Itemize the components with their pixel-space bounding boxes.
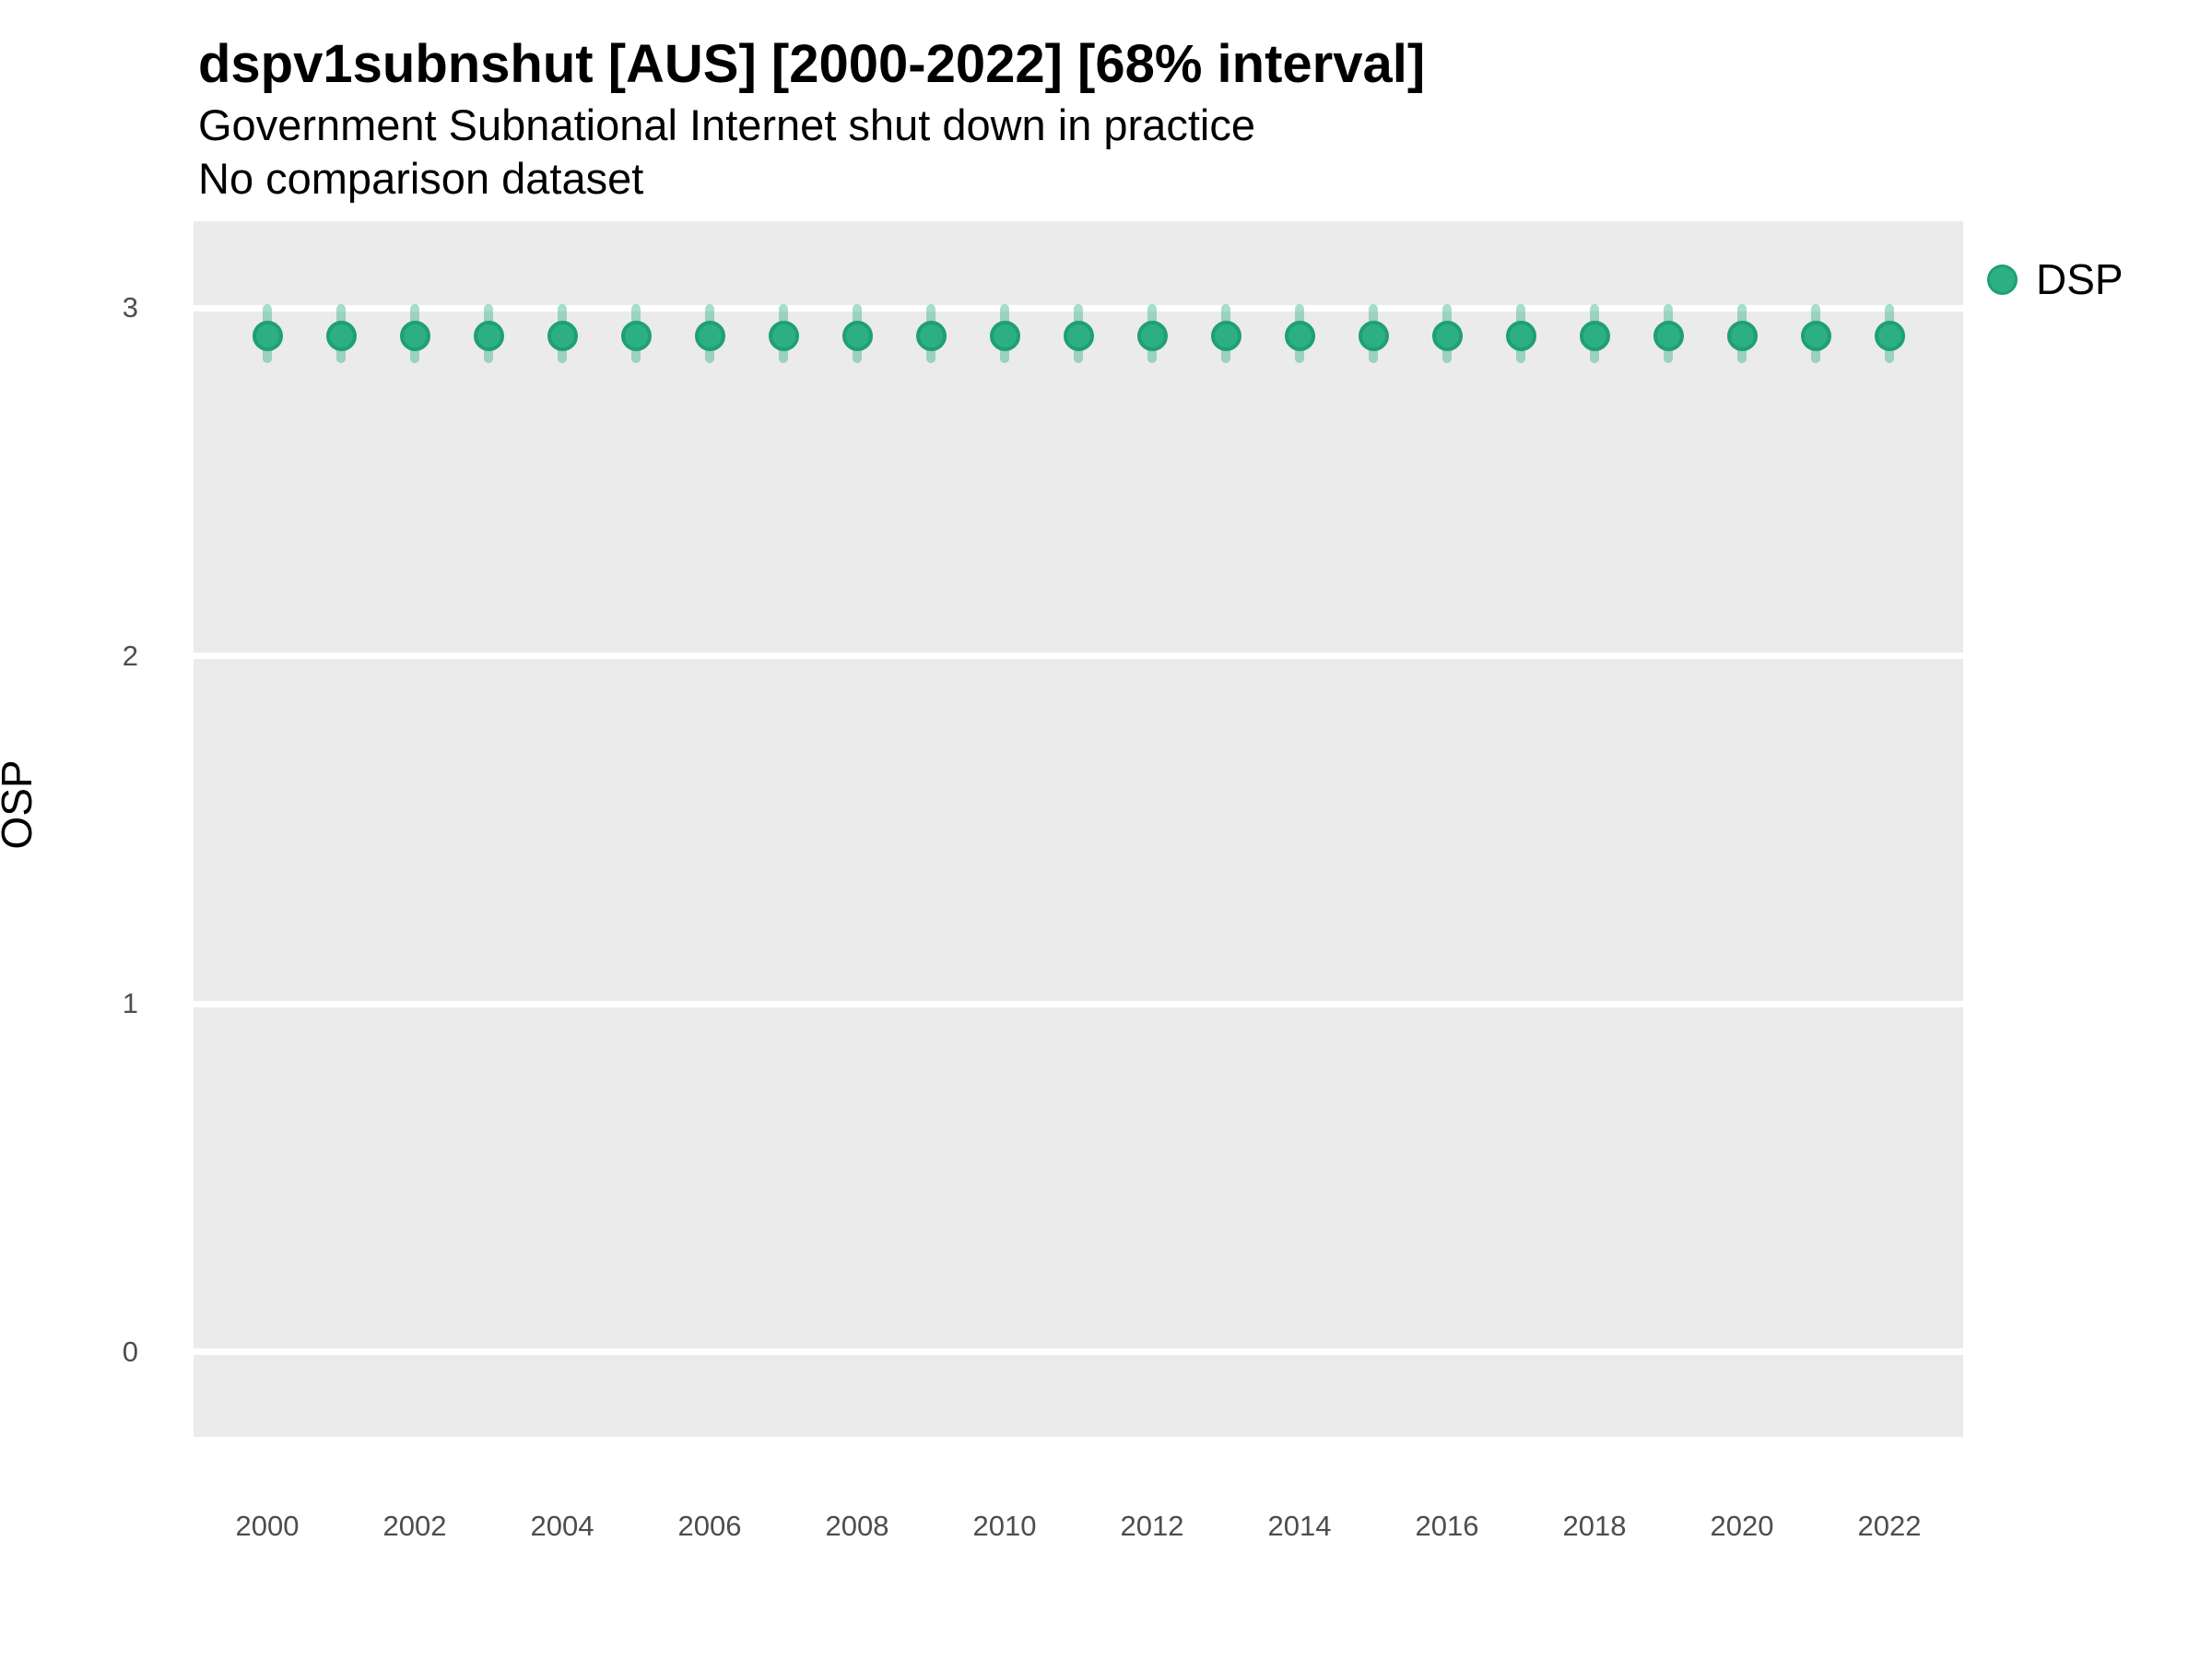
point-estimate-2003 — [473, 320, 504, 351]
point-estimate-2012 — [1136, 320, 1168, 351]
gridline-y-3 — [194, 304, 1963, 312]
legend-label-dsp: DSP — [2036, 255, 2124, 303]
x-tick-label-2022: 2022 — [1857, 1510, 1922, 1542]
legend: DSP — [1987, 254, 2124, 304]
point-estimate-2018 — [1579, 320, 1610, 351]
point-estimate-2015 — [1358, 320, 1389, 351]
x-tick-label-2014: 2014 — [1267, 1510, 1332, 1542]
x-tick-label-2000: 2000 — [235, 1510, 300, 1542]
point-estimate-2002 — [399, 320, 430, 351]
y-tick-label-2: 2 — [122, 639, 138, 672]
point-estimate-2007 — [768, 320, 799, 351]
point-estimate-2022 — [1874, 320, 1905, 351]
point-estimate-2016 — [1431, 320, 1463, 351]
x-tick-label-2012: 2012 — [1120, 1510, 1184, 1542]
gridline-y-0 — [194, 1348, 1963, 1355]
gridline-y-1 — [194, 1000, 1963, 1007]
x-tick-label-2008: 2008 — [825, 1510, 889, 1542]
chart-subtitle: Government Subnational Internet shut dow… — [198, 100, 1255, 149]
point-estimate-2017 — [1505, 320, 1536, 351]
point-estimate-2014 — [1284, 320, 1315, 351]
point-estimate-2000 — [252, 320, 283, 351]
x-tick-label-2018: 2018 — [1562, 1510, 1627, 1542]
y-axis-title-text: OSP — [0, 759, 41, 850]
chart-title: dspv1subnshut [AUS] [2000-2022] [68% int… — [198, 34, 1426, 94]
y-tick-label-3: 3 — [122, 291, 138, 324]
x-tick-label-2020: 2020 — [1710, 1510, 1774, 1542]
point-estimate-2021 — [1800, 320, 1831, 351]
point-estimate-2020 — [1726, 320, 1758, 351]
gridline-y-2 — [194, 653, 1963, 659]
x-tick-label-2016: 2016 — [1415, 1510, 1479, 1542]
point-estimate-2004 — [547, 320, 578, 351]
point-estimate-2005 — [620, 320, 652, 351]
point-estimate-2008 — [841, 320, 873, 351]
x-tick-label-2004: 2004 — [530, 1510, 594, 1542]
point-estimate-2010 — [989, 320, 1020, 351]
y-tick-label-1: 1 — [122, 987, 138, 1019]
x-tick-label-2010: 2010 — [972, 1510, 1037, 1542]
comparison-note: No comparison dataset — [198, 154, 644, 203]
x-tick-label-2002: 2002 — [382, 1510, 447, 1542]
point-estimate-2001 — [325, 320, 357, 351]
legend-marker-dsp — [1987, 264, 2018, 295]
x-tick-label-2006: 2006 — [677, 1510, 742, 1542]
point-estimate-2009 — [915, 320, 947, 351]
point-estimate-2013 — [1210, 320, 1241, 351]
point-estimate-2019 — [1653, 320, 1684, 351]
y-tick-label-0: 0 — [122, 1335, 138, 1368]
plot-panel — [194, 221, 1963, 1437]
point-estimate-2011 — [1063, 320, 1094, 351]
point-estimate-2006 — [694, 320, 725, 351]
